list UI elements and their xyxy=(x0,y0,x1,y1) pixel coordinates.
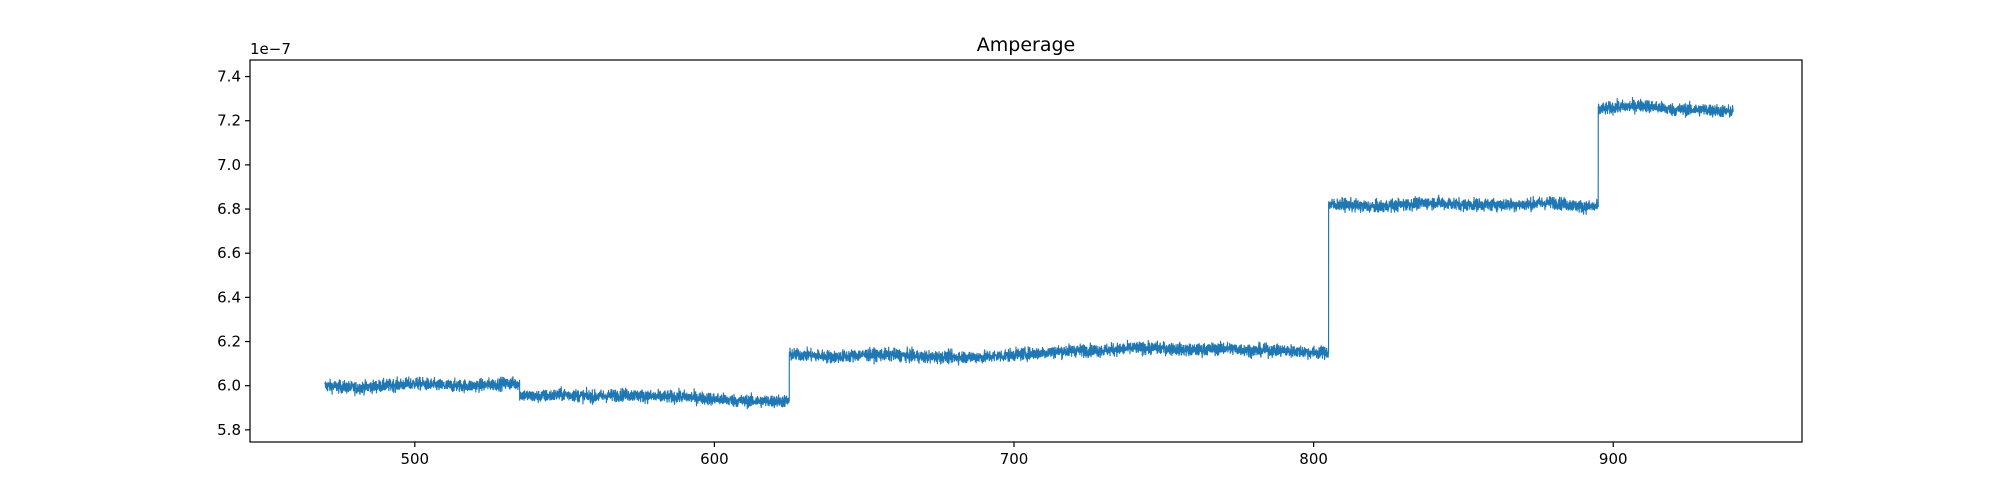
x-tick-label: 800 xyxy=(1299,450,1328,468)
x-tick-label: 600 xyxy=(700,450,729,468)
x-tick-label: 500 xyxy=(400,450,429,468)
axes-frame xyxy=(249,59,1803,443)
x-tick-label: 900 xyxy=(1599,450,1628,468)
y-tick-label: 5.8 xyxy=(217,421,241,439)
y-tick-label: 6.2 xyxy=(217,333,241,351)
amperage-series-line xyxy=(324,96,1734,410)
y-axis-offset-label: 1e−7 xyxy=(250,40,291,58)
y-tick-label: 6.8 xyxy=(217,200,241,218)
chart-title: Amperage xyxy=(977,34,1075,56)
y-tick-label: 7.2 xyxy=(217,112,241,130)
y-tick-label: 7.0 xyxy=(217,156,241,174)
x-axis: 500 600 700 800 900 xyxy=(400,442,1628,468)
plot-area xyxy=(324,96,1734,410)
y-tick-label: 6.4 xyxy=(217,288,241,306)
y-tick-label: 7.4 xyxy=(217,68,241,86)
y-tick-label: 6.6 xyxy=(217,244,241,262)
y-tick-label: 6.0 xyxy=(217,377,241,395)
y-axis: 5.8 6.0 6.2 6.4 6.6 6.8 7.0 7.2 7.4 xyxy=(217,68,250,439)
x-tick-label: 700 xyxy=(1000,450,1029,468)
